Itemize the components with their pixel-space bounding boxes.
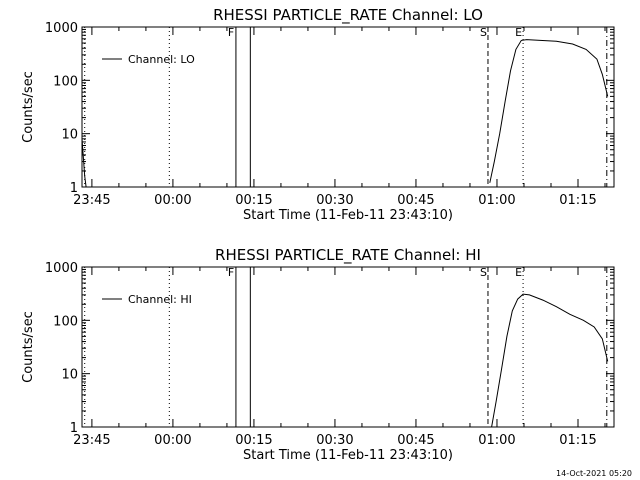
y-tick-label: 100 <box>53 74 78 89</box>
x-tick-label: 01:15 <box>559 433 596 448</box>
x-tick-label: 00:30 <box>316 193 353 208</box>
plot-frame <box>81 26 615 188</box>
y-tick-label: 1 <box>70 181 78 196</box>
x-tick-label: 00:15 <box>235 193 272 208</box>
x-axis-label: Start Time (11-Feb-11 23:43:10) <box>243 448 453 463</box>
chart-title: RHESSI PARTICLE_RATE Channel: LO <box>213 6 483 25</box>
x-tick-label: 01:15 <box>559 193 596 208</box>
event-marker-label: E <box>515 26 522 39</box>
footer-timestamp: 14-Oct-2021 05:20 <box>556 469 632 478</box>
chart-title: RHESSI PARTICLE_RATE Channel: HI <box>215 246 481 265</box>
y-tick-label: 10 <box>61 128 78 143</box>
x-tick-label: 23:45 <box>73 433 110 448</box>
legend-label: Channel: HI <box>128 293 192 306</box>
x-tick-label: 01:00 <box>478 433 515 448</box>
event-marker-label: E <box>515 266 522 279</box>
y-tick-label: 100 <box>53 314 78 329</box>
y-tick-label: 1000 <box>45 261 78 276</box>
y-tick-label: 1 <box>70 421 78 436</box>
legend-label: Channel: LO <box>128 53 195 66</box>
series-line <box>81 138 87 188</box>
x-tick-label: 00:00 <box>154 433 191 448</box>
x-tick-label: 01:00 <box>478 193 515 208</box>
series-line <box>491 293 609 428</box>
event-marker-label: F <box>228 26 234 39</box>
series-line <box>489 39 609 183</box>
y-axis-label: Counts/sec <box>21 311 36 383</box>
event-marker-label: F <box>228 266 234 279</box>
y-tick-label: 10 <box>61 368 78 383</box>
event-marker-label: S <box>480 26 487 39</box>
y-tick-label: 1000 <box>45 21 78 36</box>
x-tick-label: 00:30 <box>316 433 353 448</box>
x-tick-label: 23:45 <box>73 193 110 208</box>
x-axis-label: Start Time (11-Feb-11 23:43:10) <box>243 208 453 223</box>
plot-frame <box>81 266 615 428</box>
x-tick-label: 00:00 <box>154 193 191 208</box>
event-marker-label: S <box>480 266 487 279</box>
x-tick-label: 00:45 <box>397 433 434 448</box>
y-axis-label: Counts/sec <box>21 71 36 143</box>
chart-panel-2: RHESSI PARTICLE_RATE Channel: HI 1 10 100 10… <box>21 246 615 463</box>
chart-panel-1: RHESSI PARTICLE_RATE Channel: LO 1 10 100 10… <box>21 6 615 223</box>
x-tick-label: 00:45 <box>397 193 434 208</box>
x-tick-label: 00:15 <box>235 433 272 448</box>
